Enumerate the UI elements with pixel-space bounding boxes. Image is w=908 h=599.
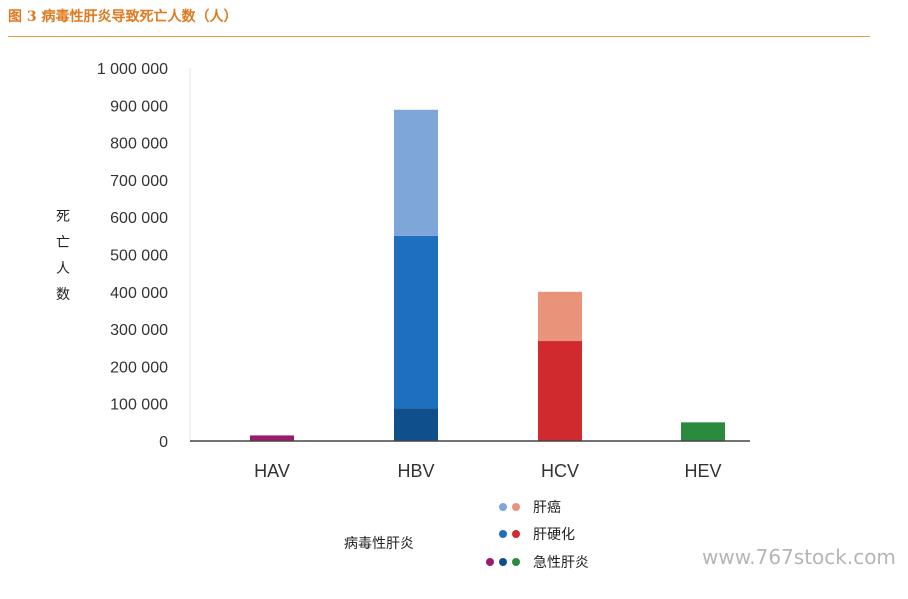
x-category-label: HCV [541,461,579,481]
bar-segment-hbv-0 [394,408,438,441]
y-tick-label: 0 [159,434,168,451]
y-tick-label: 200 000 [110,359,168,376]
x-category-label: HEV [684,461,721,481]
y-tick-label: 800 000 [110,136,168,153]
legend-marker [499,530,507,538]
y-axis-title-char: 人 [56,261,70,277]
legend-marker [512,530,520,538]
legend-marker [499,503,507,511]
bar-segment-hav-0 [250,435,294,441]
y-tick-label: 1 000 000 [97,61,168,78]
y-tick-label: 600 000 [110,210,168,227]
bar-segment-hbv-2 [394,109,438,236]
bar-segment-hcv-2 [538,291,582,342]
y-axis-title-char: 亡 [56,235,70,251]
y-tick-label: 900 000 [110,98,168,115]
y-tick-label: 300 000 [110,322,168,339]
y-tick-label: 100 000 [110,397,168,414]
y-tick-label: 700 000 [110,173,168,190]
figure-title: 图 3 病毒性肝炎导致死亡人数（人） [8,9,238,25]
y-tick-label: 500 000 [110,248,168,265]
bar-segment-hev-0 [681,422,725,441]
x-category-label: HAV [254,461,290,481]
y-axis-title-char: 数 [56,287,70,303]
legend-marker [512,503,520,511]
title-divider [8,36,870,37]
x-axis-title: 病毒性肝炎 [344,536,414,552]
legend-label: 肝硬化 [533,527,575,543]
y-axis-title-char: 死 [56,209,70,225]
y-tick-label: 400 000 [110,285,168,302]
legend-label: 肝癌 [533,500,561,516]
legend-marker [512,558,520,566]
legend-marker [486,558,494,566]
legend-marker [499,558,507,566]
bar-segment-hcv-1 [538,341,582,441]
bar-segment-hbv-1 [394,235,438,409]
legend-label: 急性肝炎 [533,555,589,571]
watermark: www.767stock.com [702,545,896,569]
x-category-label: HBV [397,461,434,481]
